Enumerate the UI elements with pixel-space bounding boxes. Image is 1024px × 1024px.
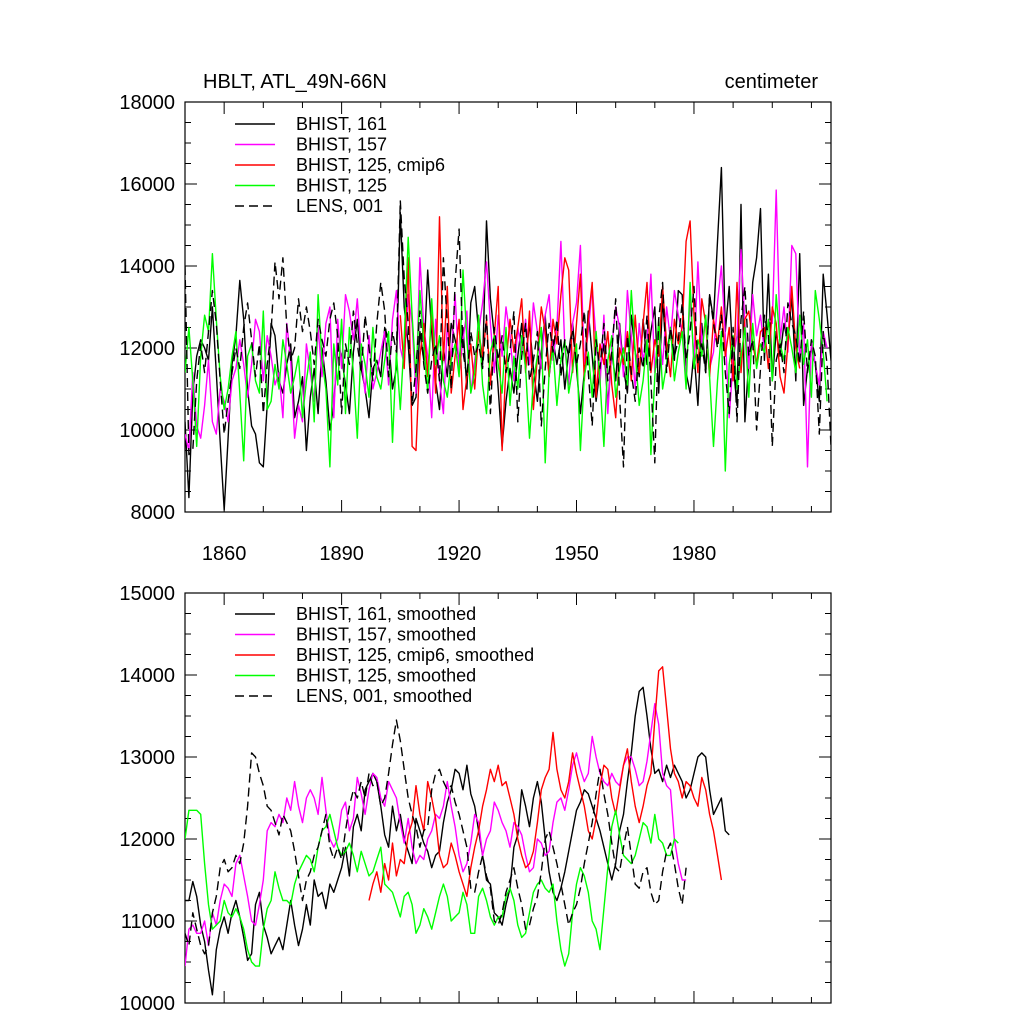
y-tick-label: 12000: [119, 829, 175, 851]
series-line-0: [185, 166, 831, 511]
series-line-3: [185, 809, 679, 967]
x-tick-label: 1860: [202, 543, 247, 565]
legend-label: BHIST, 157: [296, 135, 387, 155]
legend-label: BHIST, 161: [296, 114, 387, 134]
top-panel: HBLT, ATL_49N-66N centimeter 1860 1890 192…: [119, 71, 832, 565]
series-line-3: [185, 236, 828, 472]
y-tick-label: 16000: [119, 174, 175, 196]
plot-frame: [184, 101, 832, 513]
y-tick-label: 14000: [119, 665, 175, 687]
legend-label: BHIST, 157, smoothed: [296, 625, 476, 645]
bottom-panel: 10000 11000 12000 13000 14000 15000 BHIST, 16…: [119, 583, 832, 1015]
y-tick-label: 13000: [119, 747, 175, 769]
x-tick-label: 1890: [319, 543, 364, 565]
legend-label: BHIST, 161, smoothed: [296, 604, 476, 624]
legend-label: LENS, 001: [296, 196, 383, 216]
y-tick-label: 10000: [119, 993, 175, 1015]
y-tick-label: 8000: [131, 502, 176, 524]
axis-ticks: 10000 11000 12000 13000 14000 15000: [119, 583, 831, 1015]
x-tick-label: 1980: [672, 543, 717, 565]
y-tick-label: 15000: [119, 583, 175, 605]
series-lines: [185, 166, 831, 511]
y-tick-label: 18000: [119, 92, 175, 114]
axis-ticks: 1860 1890 1920 1950 1980 8000 10000 12000 14000 1…: [119, 92, 831, 565]
y-tick-label: 11000: [121, 911, 175, 933]
series-line-2: [399, 216, 801, 452]
y-tick-label: 14000: [119, 256, 175, 278]
y-tick-label: 12000: [119, 338, 175, 360]
legend-label: BHIST, 125: [296, 176, 387, 196]
chart-title: HBLT, ATL_49N-66N: [203, 71, 387, 93]
y-tick-label: 10000: [119, 420, 175, 442]
legend-label: BHIST, 125, cmip6, smoothed: [296, 645, 534, 665]
series-line-0: [185, 686, 730, 996]
legend-label: LENS, 001, smoothed: [296, 686, 472, 706]
series-lines: [185, 666, 730, 996]
legend-label: BHIST, 125, smoothed: [296, 666, 476, 686]
x-tick-label: 1950: [554, 543, 599, 565]
series-line-2: [368, 666, 723, 901]
x-tick-label: 1920: [437, 543, 482, 565]
legend-label: BHIST, 125, cmip6: [296, 155, 445, 175]
units-label: centimeter: [725, 71, 819, 93]
series-line-4: [185, 719, 687, 955]
series-line-1: [185, 703, 687, 967]
series-line-4: [185, 199, 831, 468]
